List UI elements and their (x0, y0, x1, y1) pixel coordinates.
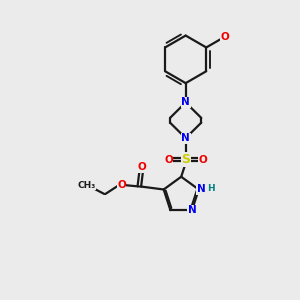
Text: O: O (164, 154, 173, 164)
Text: O: O (220, 32, 229, 42)
Text: O: O (117, 180, 126, 190)
Text: N: N (181, 133, 190, 143)
Text: N: N (181, 98, 190, 107)
Text: CH₃: CH₃ (77, 181, 95, 190)
Text: N: N (197, 184, 206, 194)
Text: O: O (137, 162, 146, 172)
Text: S: S (181, 153, 190, 166)
Text: N: N (188, 205, 197, 215)
Text: O: O (199, 154, 207, 164)
Text: H: H (207, 184, 215, 193)
